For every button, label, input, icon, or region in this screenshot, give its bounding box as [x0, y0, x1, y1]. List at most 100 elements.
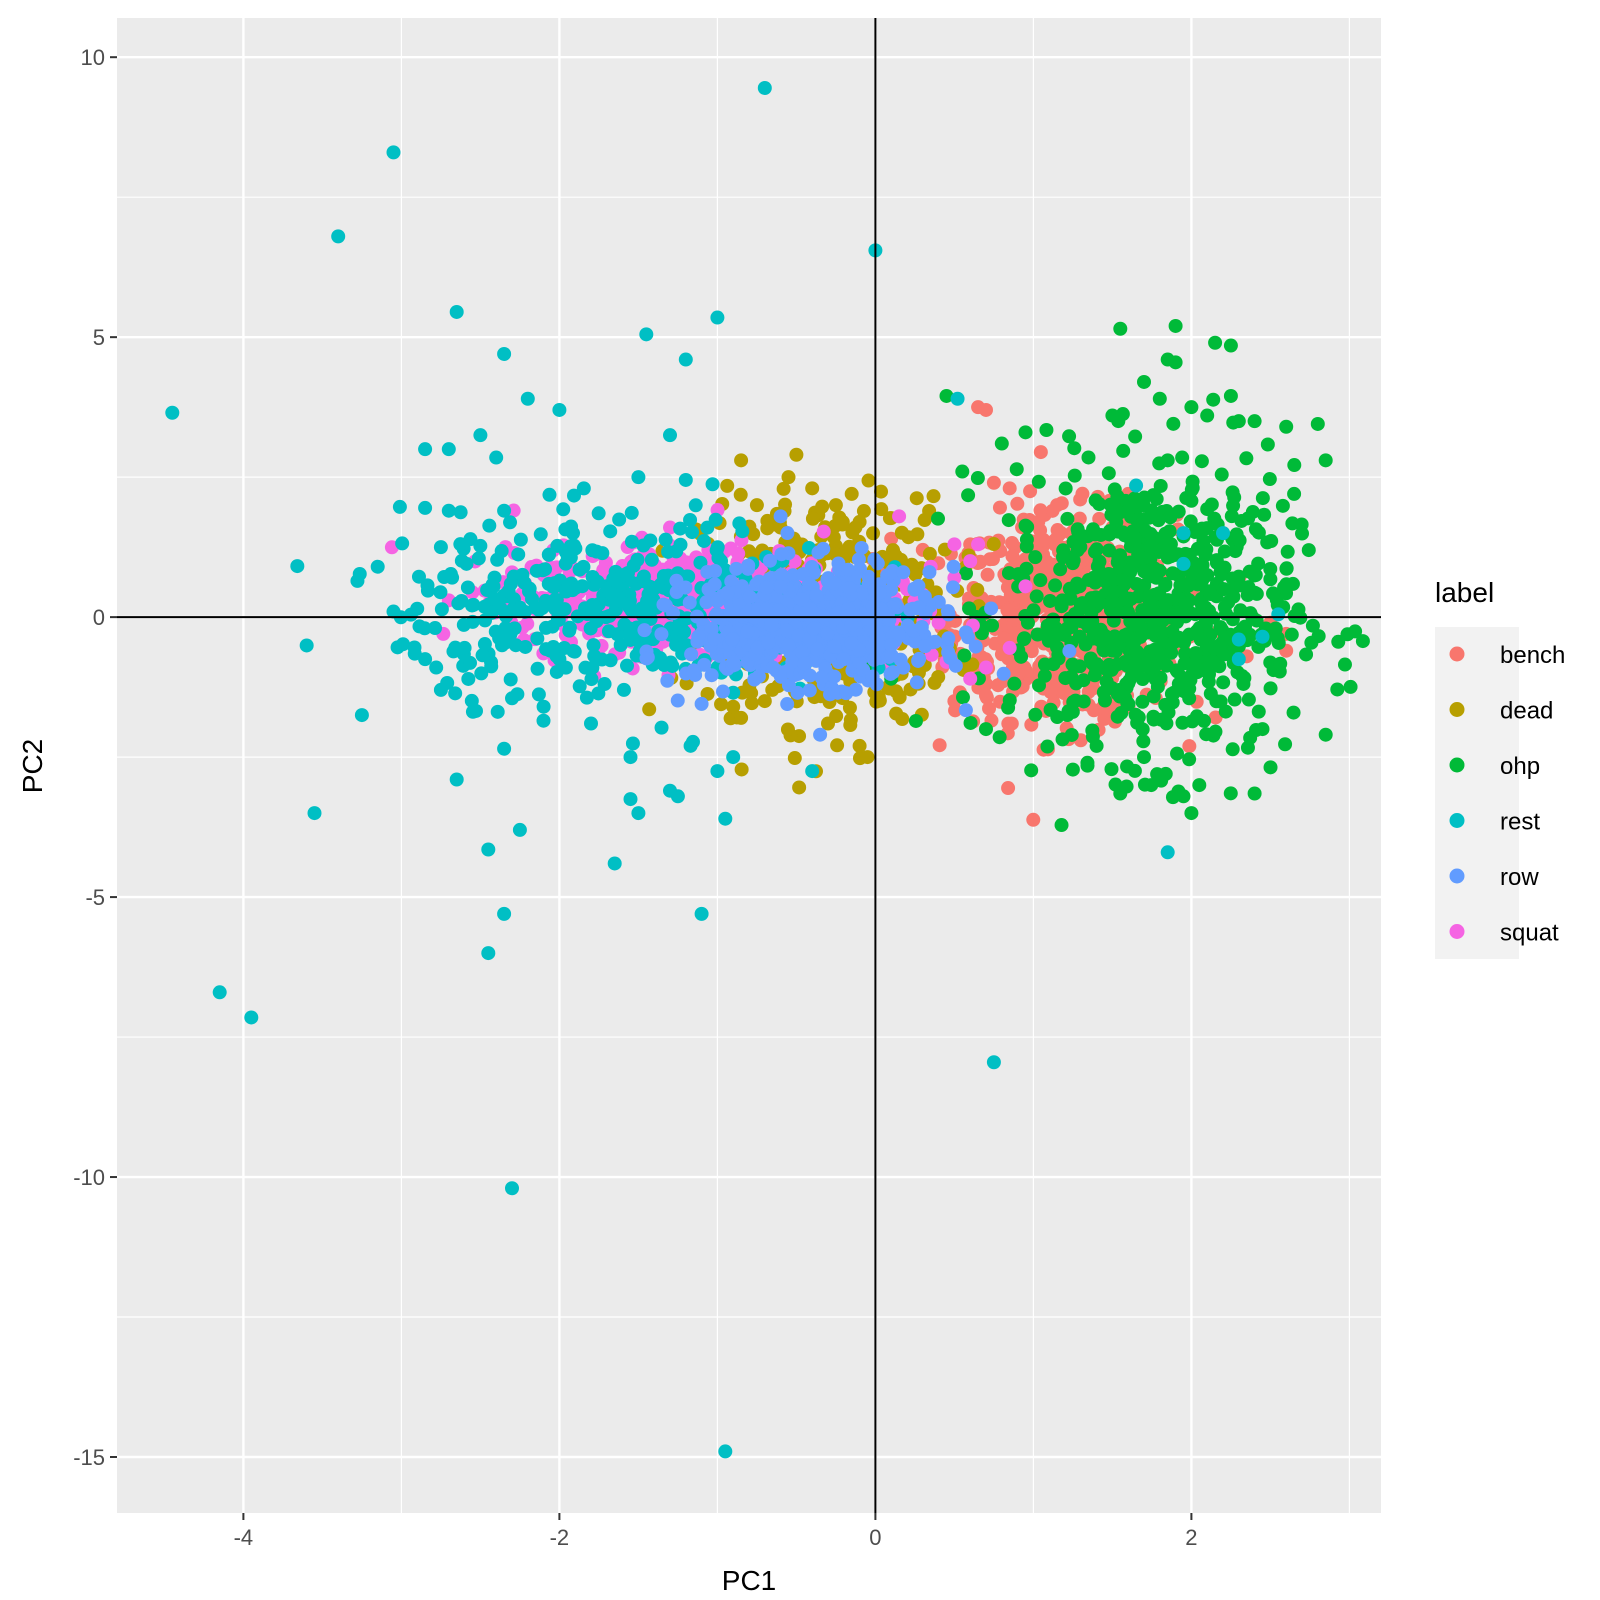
point-dead: [844, 486, 859, 501]
point-row: [764, 618, 779, 633]
point-row: [870, 556, 885, 571]
point-row: [882, 612, 897, 627]
point-ohp: [1284, 627, 1299, 642]
point-row: [707, 631, 722, 646]
point-ohp: [1330, 682, 1345, 697]
point-ohp: [1113, 786, 1128, 801]
point-ohp: [930, 511, 945, 526]
point-row: [869, 677, 884, 692]
point-rest: [552, 652, 567, 667]
point-dead: [922, 546, 937, 561]
point-rest: [654, 720, 669, 735]
point-row: [773, 579, 788, 594]
point-ohp: [1037, 657, 1052, 672]
point-ohp: [1251, 704, 1266, 719]
point-rest: [566, 644, 581, 659]
point-ohp: [1029, 589, 1044, 604]
point-row: [946, 580, 961, 595]
point-ohp: [1247, 585, 1262, 600]
point-row: [759, 602, 774, 617]
point-dead: [842, 700, 857, 715]
legend-key-squat: [1449, 924, 1465, 939]
point-ohp: [1206, 392, 1221, 407]
point-rest: [433, 540, 448, 555]
point-ohp: [1043, 593, 1058, 608]
point-rest: [386, 145, 401, 160]
point-rest: [1231, 632, 1246, 647]
point-ohp: [994, 436, 1009, 451]
point-row: [810, 642, 825, 657]
point-rest: [623, 792, 638, 807]
point-row: [803, 601, 818, 616]
point-rest: [473, 538, 488, 553]
point-bench: [884, 531, 899, 546]
point-ohp: [1151, 513, 1166, 528]
point-rest: [604, 586, 619, 601]
point-ohp: [1106, 584, 1121, 599]
point-ohp: [1115, 573, 1130, 588]
point-rest: [515, 567, 530, 582]
point-dead: [805, 481, 820, 496]
point-rest: [481, 842, 496, 857]
point-dead: [866, 526, 881, 541]
point-rest: [672, 621, 687, 636]
point-rest: [683, 512, 698, 527]
point-rest: [429, 660, 444, 675]
point-ohp: [1172, 630, 1187, 645]
point-ohp: [1185, 480, 1200, 495]
point-ohp: [1245, 504, 1260, 519]
point-dead: [741, 544, 756, 559]
point-ohp: [963, 715, 978, 730]
point-ohp: [1166, 416, 1181, 431]
point-ohp: [1263, 562, 1278, 577]
point-ohp: [1065, 762, 1080, 777]
point-row: [785, 654, 800, 669]
point-ohp: [1233, 603, 1248, 618]
point-bench: [1182, 739, 1197, 754]
point-row: [802, 668, 817, 683]
point-ohp: [1301, 543, 1316, 558]
point-ohp: [1001, 566, 1016, 581]
point-rest: [465, 704, 480, 719]
point-row: [740, 624, 755, 639]
point-rest: [460, 580, 475, 595]
point-rest: [678, 472, 693, 487]
point-bench: [1026, 812, 1041, 827]
point-ohp: [1192, 557, 1207, 572]
point-rest: [494, 544, 509, 559]
point-row: [766, 660, 781, 675]
point-rest: [589, 544, 604, 559]
point-ohp: [1051, 651, 1066, 666]
point-ohp: [1033, 573, 1048, 588]
point-ohp: [1208, 335, 1223, 350]
point-ohp: [1137, 750, 1151, 765]
y-tick-label: -15: [73, 1445, 105, 1470]
point-rest: [535, 563, 550, 578]
point-rest: [705, 477, 720, 492]
point-dead: [986, 537, 1001, 552]
point-bench: [1004, 716, 1019, 731]
point-rest: [498, 621, 513, 636]
point-row: [691, 629, 706, 644]
point-rest: [560, 551, 575, 566]
point-ohp: [1182, 752, 1197, 767]
point-dead: [734, 710, 749, 725]
legend-label-ohp: ohp: [1500, 753, 1540, 780]
point-ohp: [1192, 778, 1207, 793]
point-rest: [584, 716, 598, 731]
point-dead: [787, 751, 802, 766]
point-ohp: [1270, 631, 1285, 646]
point-rest: [1271, 607, 1286, 622]
point-ohp: [1237, 671, 1252, 686]
point-dead: [734, 453, 749, 468]
point-rest: [532, 603, 547, 618]
point-row: [724, 574, 739, 589]
point-ohp: [1146, 488, 1161, 503]
point-row: [996, 666, 1011, 681]
point-ohp: [1154, 773, 1169, 788]
point-rest: [441, 442, 456, 457]
point-bench: [1031, 514, 1046, 529]
point-row: [958, 703, 973, 718]
point-rest: [299, 638, 314, 653]
x-tick-label: 0: [869, 1525, 881, 1550]
